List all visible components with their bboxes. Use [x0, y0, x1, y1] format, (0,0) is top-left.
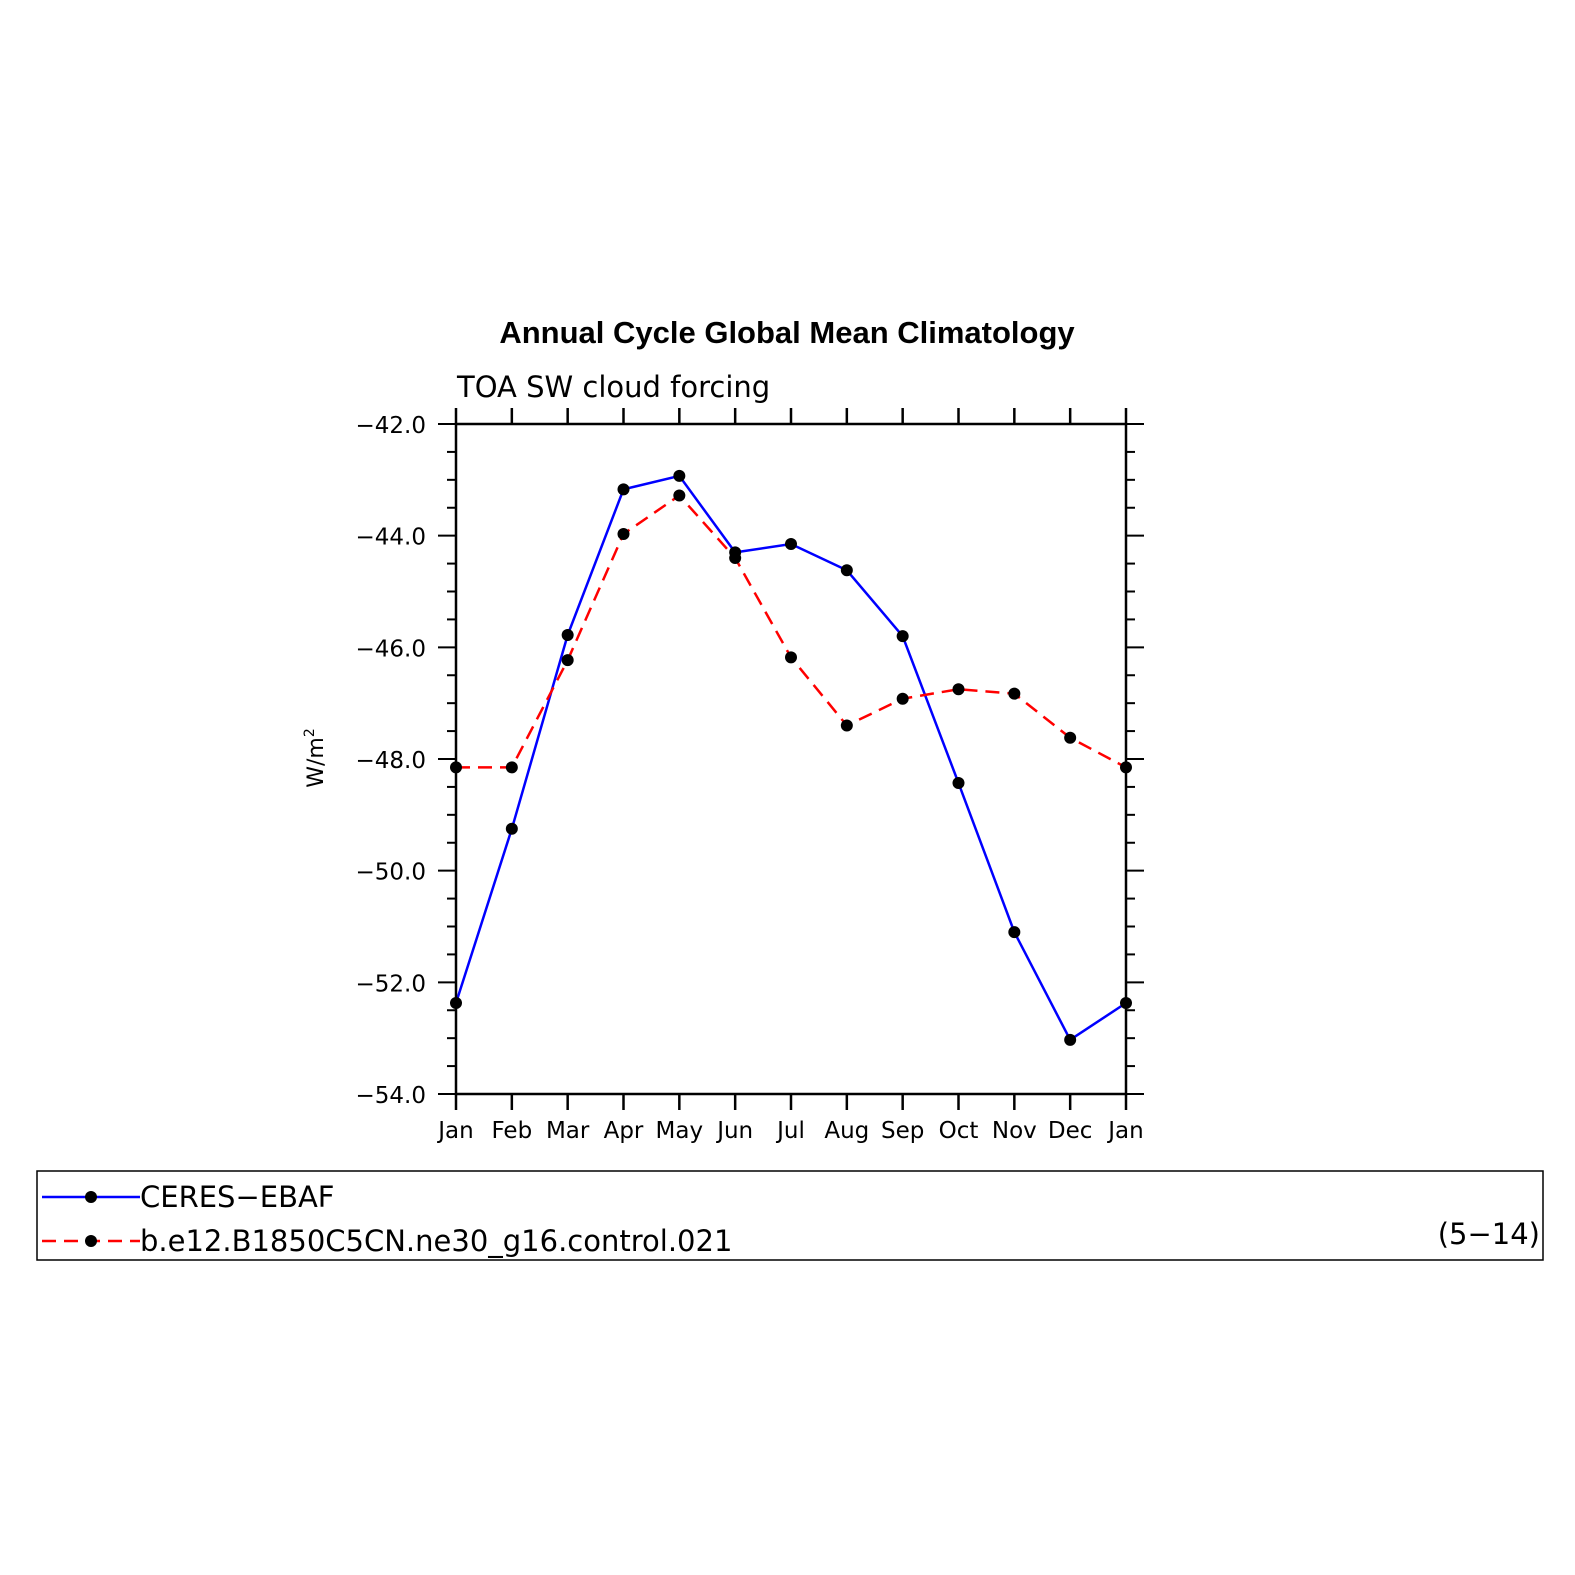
legend-items: CERES−EBAF b.e12.B1850C5CN.ne30_g16.contr… — [42, 1180, 732, 1258]
y-tick-label: −52.0 — [356, 971, 426, 997]
x-tick-labels: Jan Feb Mar Apr May Jun Jul Aug Sep Oct Nov Dec Jan — [436, 1118, 1143, 1144]
y-tick-label: −46.0 — [356, 636, 426, 662]
data-point — [896, 630, 909, 643]
legend-swatch-marker — [85, 1235, 97, 1247]
legend-label: CERES−EBAF — [140, 1180, 335, 1214]
x-tick-label: Aug — [824, 1118, 869, 1144]
y-tick-label: −42.0 — [356, 413, 426, 439]
data-point — [785, 538, 797, 551]
y-axis-label: W/m2 — [302, 728, 329, 788]
data-point — [617, 527, 630, 540]
chart-title: Annual Cycle Global Mean Climatology — [499, 315, 1075, 350]
x-tick-label: Jan — [436, 1118, 473, 1144]
axis-ticks — [438, 408, 1144, 1110]
data-point — [617, 483, 630, 496]
x-tick-label: Oct — [939, 1118, 979, 1144]
legend-box — [36, 1170, 1544, 1261]
x-tick-label: Sep — [881, 1118, 924, 1144]
legend-item: b.e12.B1850C5CN.ne30_g16.control.021 — [42, 1224, 732, 1258]
series-line — [456, 493, 1127, 769]
x-tick-label: Jun — [715, 1118, 753, 1144]
data-point — [1064, 731, 1077, 744]
data-point — [505, 761, 518, 774]
data-point — [505, 822, 518, 835]
data-point — [729, 552, 742, 564]
data-point — [561, 629, 574, 642]
data-point — [1008, 926, 1021, 939]
data-point — [840, 564, 853, 577]
legend: CERES−EBAF b.e12.B1850C5CN.ne30_g16.contr… — [36, 1170, 1544, 1261]
x-tick-label: May — [656, 1118, 704, 1144]
data-point — [673, 469, 686, 482]
series-layer — [450, 469, 1132, 1046]
y-tick-label: −54.0 — [356, 1083, 426, 1109]
legend-swatch-marker — [85, 1191, 97, 1203]
y-tick-label: −44.0 — [356, 525, 426, 551]
data-point — [896, 692, 909, 705]
x-tick-label: Mar — [546, 1118, 590, 1144]
plot-frame — [454, 422, 1128, 1096]
legend-item: CERES−EBAF — [42, 1180, 335, 1214]
legend-label: b.e12.B1850C5CN.ne30_g16.control.021 — [140, 1224, 732, 1258]
series-0 — [450, 469, 1132, 1046]
data-point — [952, 777, 965, 790]
data-point — [1008, 687, 1021, 700]
y-tick-label: −48.0 — [356, 748, 426, 774]
data-point — [561, 654, 574, 667]
data-point — [1064, 1033, 1077, 1046]
data-point — [840, 719, 853, 732]
data-point — [952, 683, 965, 696]
y-tick-label: −50.0 — [356, 860, 426, 886]
x-tick-label: Apr — [604, 1118, 644, 1144]
series-line — [454, 474, 1127, 1042]
data-point — [673, 489, 686, 502]
x-tick-label: Feb — [491, 1118, 532, 1144]
x-tick-label: Jul — [775, 1118, 805, 1144]
y-axis-label-text: W/m — [304, 737, 329, 788]
y-axis-label-superscript: 2 — [302, 728, 318, 737]
x-tick-label: Jan — [1106, 1118, 1143, 1144]
x-tick-label: Nov — [992, 1118, 1037, 1144]
x-tick-label: Dec — [1048, 1118, 1093, 1144]
data-point — [785, 651, 797, 664]
chart-subtitle: TOA SW cloud forcing — [456, 370, 770, 404]
svg-text:W/m2: W/m2 — [302, 728, 329, 788]
series-1 — [450, 489, 1132, 774]
legend-note: (5−14) — [1438, 1217, 1540, 1251]
y-tick-labels: −42.0 −44.0 −46.0 −48.0 −50.0 −52.0 −54.0 — [356, 413, 426, 1109]
